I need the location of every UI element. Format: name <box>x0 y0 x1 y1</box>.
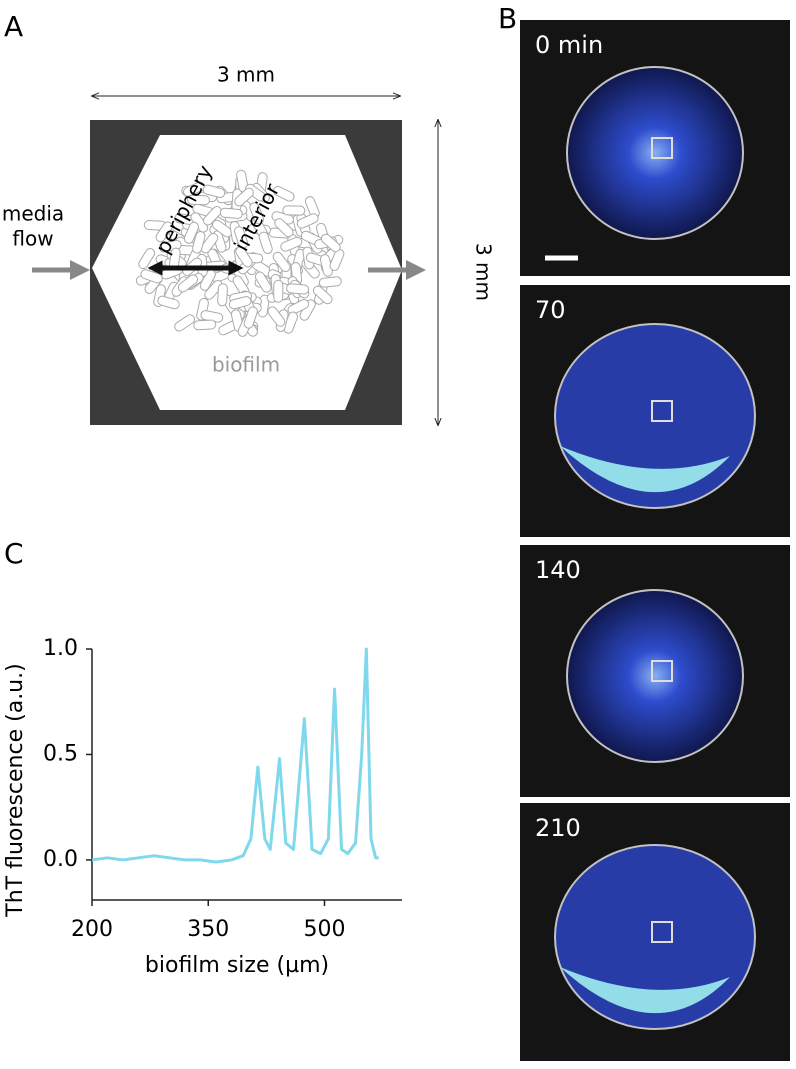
cell <box>282 205 306 216</box>
cell <box>320 233 341 253</box>
cell <box>177 274 199 293</box>
data-line <box>91 647 379 864</box>
cell <box>155 221 173 243</box>
width-label: 3 mm <box>217 63 275 87</box>
cell <box>174 314 196 332</box>
cell <box>296 213 319 229</box>
cell <box>286 283 310 295</box>
channel <box>92 135 402 410</box>
flow-label: flow <box>12 227 53 251</box>
biofilm-image <box>566 66 744 240</box>
cell <box>183 221 199 244</box>
micrographs: 0 min 70 140 210 <box>520 20 790 1061</box>
cell <box>202 184 226 198</box>
panel-letter: A <box>4 10 23 43</box>
cell <box>234 187 254 207</box>
time-label: 210 <box>535 814 581 842</box>
cell <box>193 319 217 331</box>
cell <box>186 194 210 206</box>
cell <box>235 246 253 268</box>
cell <box>200 232 219 254</box>
marker <box>651 400 673 422</box>
cell <box>273 279 284 303</box>
periphery-signal <box>560 446 730 493</box>
y-tick-label: 1.0 <box>43 636 78 661</box>
y-tick-label: 0.0 <box>43 847 78 872</box>
height-label: 3 mm <box>472 243 496 301</box>
cell <box>312 285 333 305</box>
marker <box>651 921 673 943</box>
cell <box>217 283 228 307</box>
cell <box>249 202 264 225</box>
y-tick-label: 0.5 <box>43 741 78 766</box>
cell <box>219 207 243 219</box>
cell <box>287 299 310 315</box>
time-label: 70 <box>535 296 566 324</box>
biofilm-image <box>566 589 744 763</box>
chart: 0.0 0.5 1.0 200 350 500 biofilm size (µm) ThT f… <box>3 636 402 978</box>
x-axis-label: biofilm size (µm) <box>145 953 329 978</box>
cell <box>254 271 272 293</box>
cell <box>258 231 273 254</box>
panel-letter: C <box>4 537 24 570</box>
marker <box>651 660 673 682</box>
cell <box>280 236 303 252</box>
time-label: 140 <box>535 556 581 584</box>
cell <box>157 295 180 310</box>
panel-letter: B <box>498 2 517 35</box>
periphery-signal <box>560 967 730 1014</box>
cell <box>272 185 295 202</box>
cell <box>318 276 342 288</box>
cell <box>243 306 258 329</box>
x-tick-label: 200 <box>71 917 113 942</box>
x-tick-label: 350 <box>187 917 229 942</box>
cell <box>267 306 286 327</box>
time-label: 0 min <box>535 31 603 59</box>
y-axis-label: ThT fluorescence (a.u.) <box>3 663 28 917</box>
x-tick-label: 500 <box>304 917 346 942</box>
marker <box>651 137 673 159</box>
cell <box>272 251 291 273</box>
biofilm-label: biofilm <box>212 353 280 377</box>
cell <box>234 226 249 249</box>
cell <box>329 248 345 271</box>
cell <box>274 218 294 238</box>
cell <box>204 279 223 300</box>
cell <box>202 206 222 226</box>
cell <box>228 296 252 310</box>
flow-label: media <box>2 202 64 226</box>
biofilm-cells <box>135 169 345 337</box>
